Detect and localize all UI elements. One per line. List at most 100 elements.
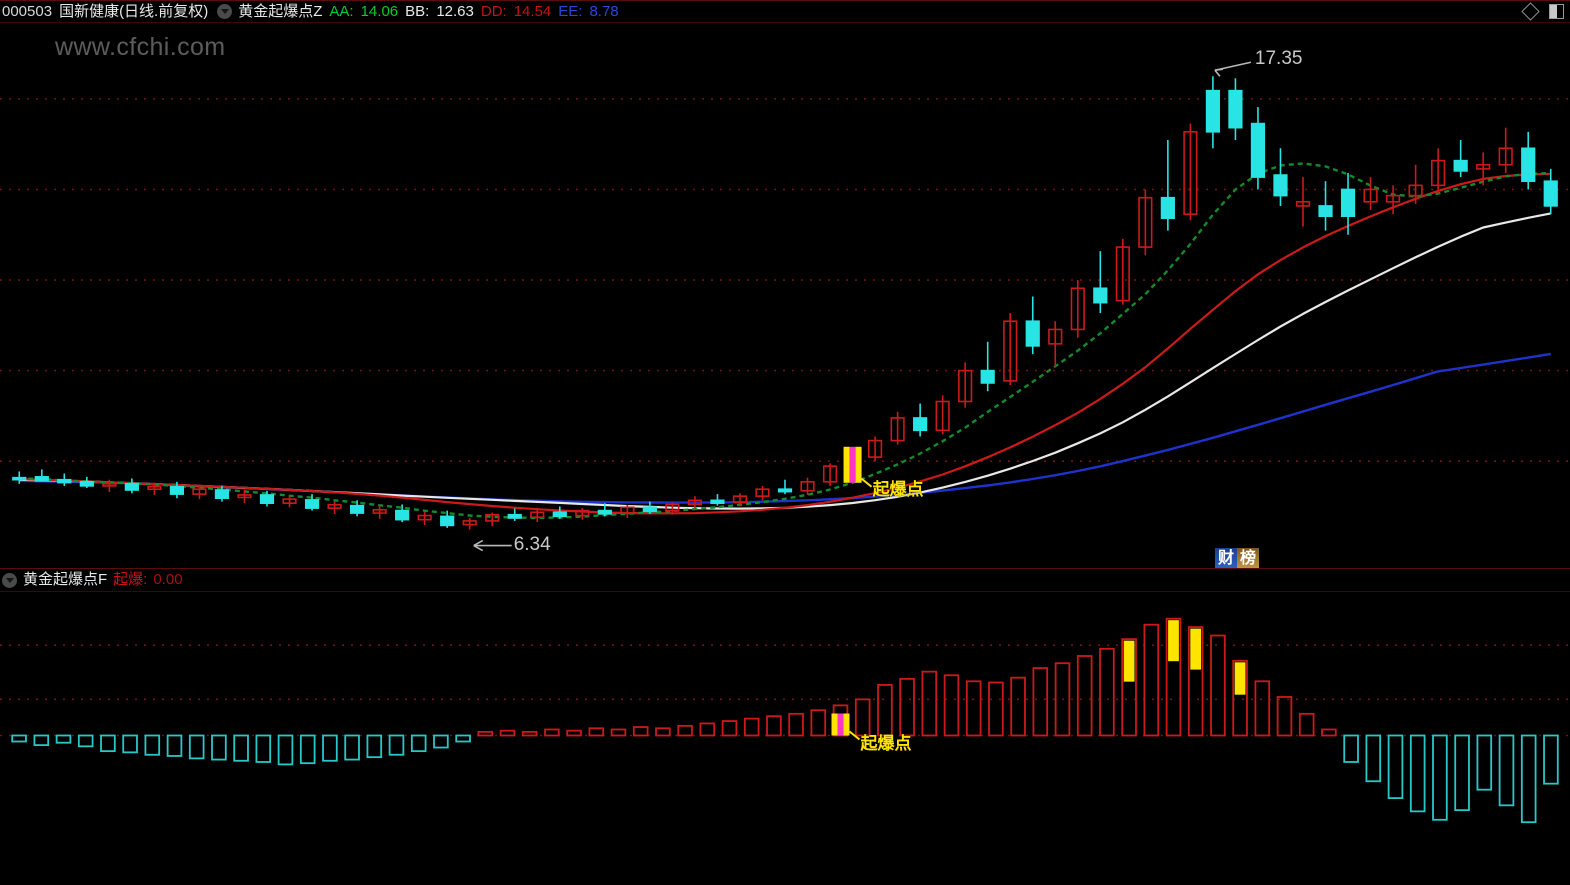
candlestick — [530, 509, 545, 523]
legend-aa-label: AA: — [329, 3, 354, 20]
legend-aa-value: 14.06 — [360, 3, 399, 20]
candlestick — [1363, 177, 1378, 211]
histogram-bar — [211, 734, 227, 761]
chevron-down-circle-icon[interactable] — [217, 4, 233, 19]
candlestick — [214, 485, 230, 502]
histogram-bar — [55, 734, 72, 744]
histogram-bar — [188, 734, 205, 760]
stock-code: 000503 — [2, 3, 53, 20]
candlestick — [1295, 177, 1311, 227]
brand-logo: 财 榜 — [1215, 548, 1259, 570]
legend-bb-value: 12.63 — [436, 3, 474, 20]
histogram-bar — [122, 734, 138, 754]
price-candlestick-panel[interactable] — [0, 23, 1570, 568]
histogram-bar — [1387, 734, 1404, 800]
histogram-bar — [1232, 659, 1248, 737]
histogram-bar — [521, 730, 538, 737]
histogram-bar — [233, 734, 249, 762]
oscillator-histogram-panel[interactable] — [0, 592, 1570, 885]
histogram-bar — [766, 715, 782, 737]
signal-marker-sub: 起爆点 — [861, 729, 912, 754]
stock-name: 国新健康(日线.前复权) — [59, 3, 209, 20]
histogram-bar — [322, 734, 338, 762]
signal-bar-sub — [843, 713, 850, 736]
histogram-bar — [588, 727, 605, 737]
candlestick — [395, 504, 410, 523]
chevron-down-circle-icon-sub[interactable] — [2, 572, 17, 588]
candlestick — [1498, 127, 1513, 173]
histogram-bar — [1321, 728, 1337, 737]
signal-bar-main — [843, 446, 873, 488]
candlestick — [822, 463, 838, 486]
histogram-bar — [655, 727, 671, 737]
histogram-bar — [877, 684, 893, 737]
histogram-bar — [1054, 662, 1071, 737]
candlestick — [958, 362, 973, 408]
candlestick — [890, 411, 905, 445]
signal-label-main: 起爆点 — [872, 479, 924, 499]
sub-value-label: 起爆: — [113, 571, 148, 588]
candlestick — [1093, 251, 1108, 313]
histogram-bar — [1032, 667, 1049, 737]
legend-ee-label: EE: — [558, 3, 583, 20]
candlestick — [12, 471, 27, 484]
sub-chart-header: 黄金起爆点F 起爆: 0.00 — [0, 568, 1570, 592]
diamond-icon[interactable] — [1521, 2, 1540, 21]
signal-bar-sub — [831, 713, 838, 736]
indicator-name-sub: 黄金起爆点F — [23, 571, 108, 588]
histogram-bar — [1165, 617, 1182, 737]
candlestick — [507, 508, 522, 521]
signal-bar-sub — [837, 713, 844, 736]
histogram-bar — [366, 734, 383, 759]
candlestick — [1273, 148, 1288, 206]
histogram-bar — [1099, 647, 1115, 737]
candlestick — [1408, 164, 1423, 204]
candlestick — [440, 510, 455, 528]
histogram-bar — [943, 674, 960, 737]
histogram-bar — [255, 734, 272, 763]
candlestick — [1025, 296, 1040, 355]
histogram-bar — [1498, 734, 1515, 807]
candlestick — [34, 469, 49, 482]
sub-value: 0.00 — [153, 571, 183, 588]
candlestick — [1003, 312, 1018, 386]
candlestick — [1205, 76, 1221, 149]
main-chart-header: 000503 国新健康(日线.前复权) 黄金起爆点Z AA: 14.06 BB:… — [0, 0, 1570, 23]
candlestick — [237, 490, 252, 504]
histogram-bar — [344, 734, 360, 761]
oscillator-chart-svg — [0, 617, 1570, 824]
histogram-bar — [921, 670, 938, 737]
candlestick — [1183, 123, 1198, 221]
candlestick — [349, 500, 365, 517]
histogram-bar — [477, 730, 494, 737]
candlestick — [1521, 131, 1536, 190]
histogram-bar — [677, 724, 693, 737]
histogram-bar — [899, 677, 915, 737]
candlestick — [1138, 189, 1153, 256]
histogram-bar — [410, 734, 427, 753]
indicator-name-main: 黄金起爆点Z — [238, 3, 323, 20]
histogram-bar — [566, 729, 582, 737]
candlestick — [1070, 280, 1085, 338]
candlestick — [620, 504, 635, 519]
histogram-bar — [1543, 734, 1559, 785]
histogram-bar — [100, 734, 116, 753]
histogram-bar — [1254, 680, 1271, 737]
candlestick — [1228, 78, 1243, 141]
candlestick — [732, 493, 748, 507]
histogram-bar — [1454, 734, 1470, 812]
candlestick — [642, 501, 657, 514]
candlestick — [913, 403, 928, 437]
histogram-bar — [77, 734, 94, 748]
candlestick — [79, 476, 94, 488]
candlestick — [1115, 238, 1130, 305]
histogram-bar — [1187, 626, 1204, 737]
candlestick — [462, 518, 477, 530]
candlestick — [935, 395, 950, 435]
candlestick — [755, 485, 770, 501]
histogram-bar — [33, 734, 50, 747]
legend-ee-value: 8.78 — [589, 3, 619, 20]
half-square-icon[interactable] — [1549, 4, 1564, 19]
candlestick — [1160, 140, 1175, 231]
histogram-peak-cap — [1123, 640, 1135, 682]
